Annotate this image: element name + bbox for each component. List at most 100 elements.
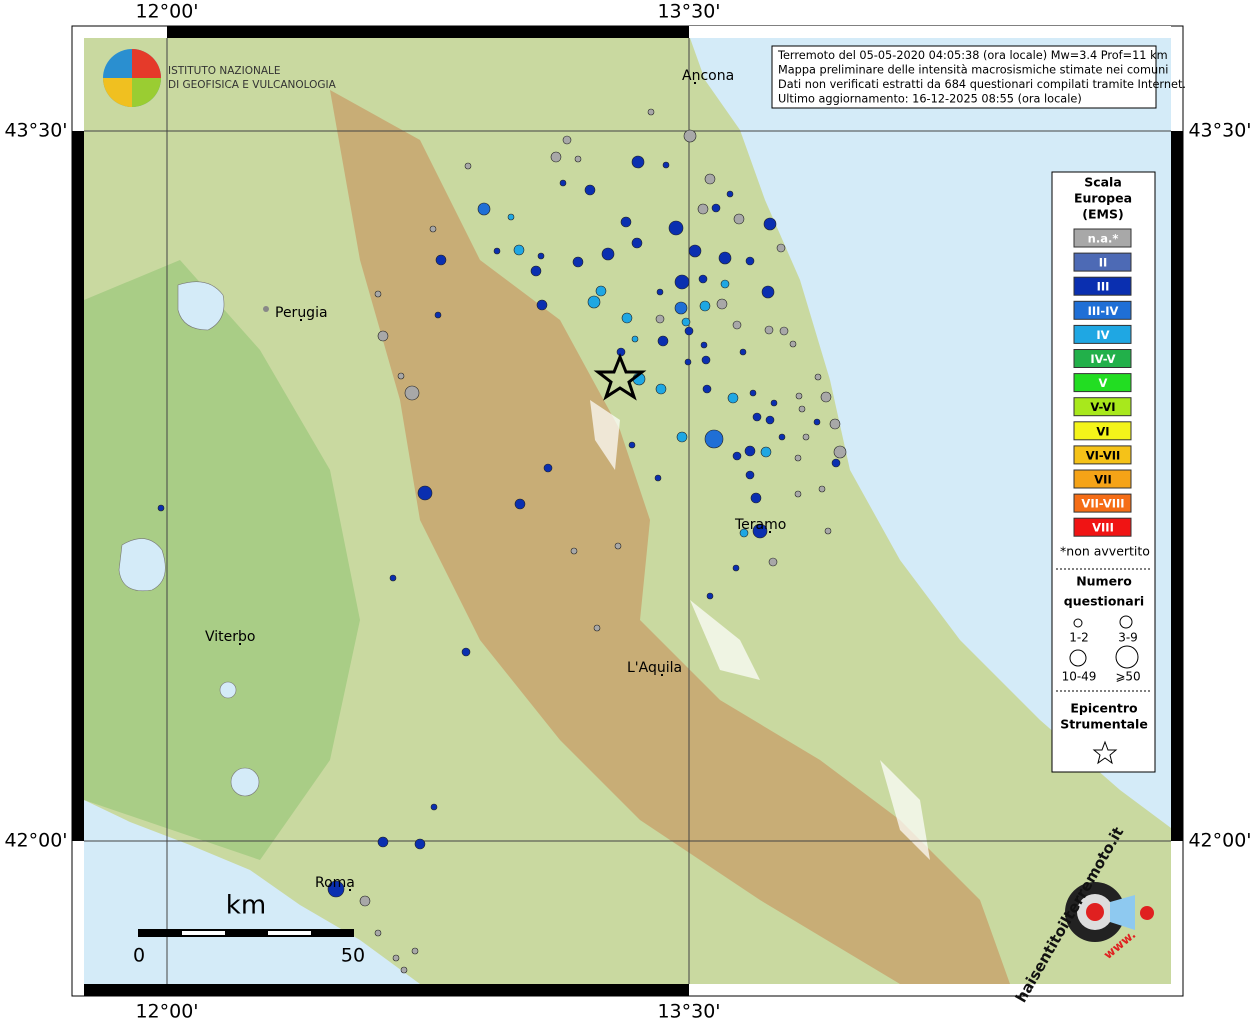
- intensity-dot: [698, 274, 708, 284]
- intensity-dot: [795, 392, 803, 400]
- intensity-dot: [359, 895, 371, 907]
- intensity-dot: [699, 300, 711, 312]
- place-name: Viterbo: [205, 629, 255, 645]
- intensity-dot: [704, 429, 724, 449]
- intensity-dot: [750, 492, 762, 504]
- legend-label: n.a.*: [1088, 232, 1119, 246]
- intensity-dot: [763, 217, 777, 231]
- place-name: Teramo: [734, 517, 786, 533]
- intensity-dot: [392, 954, 400, 962]
- legend-label: VI: [1096, 424, 1109, 438]
- intensity-dot: [414, 838, 426, 850]
- legend-label: VII-VIII: [1081, 497, 1124, 511]
- intensity-dot: [674, 301, 688, 315]
- intensity-dot: [688, 244, 702, 258]
- intensity-dot: [631, 237, 643, 249]
- intensity-dot: [684, 358, 692, 366]
- intensity-dot: [537, 252, 545, 260]
- legend-label: II: [1099, 256, 1108, 270]
- bottom-label: 12°00': [135, 1001, 198, 1023]
- intensity-dot: [550, 151, 562, 163]
- place-name: Roma: [315, 875, 355, 891]
- top-label: 12°00': [135, 1, 198, 23]
- intensity-dot: [595, 285, 607, 297]
- badge: [1065, 882, 1154, 942]
- intensity-dot: [831, 458, 841, 468]
- intensity-dot: [404, 385, 420, 401]
- intensity-dot: [601, 247, 615, 261]
- place-name: Ancona: [682, 68, 734, 84]
- intensity-dot: [513, 244, 525, 256]
- intensity-dot: [464, 162, 472, 170]
- epicenter: [593, 352, 647, 401]
- mountains: [330, 90, 1010, 984]
- intensity-dot: [706, 592, 714, 600]
- legend-title: Europea: [1074, 191, 1132, 206]
- intensity-dot: [770, 399, 778, 407]
- intensity-dot: [716, 298, 728, 310]
- intensity-dot: [631, 335, 639, 343]
- intensity-dot: [587, 295, 601, 309]
- legend-label: VIII: [1092, 521, 1114, 535]
- info-line: Mappa preliminare delle intensità macros…: [778, 64, 1168, 77]
- legend-swatch: [1073, 421, 1132, 441]
- intensity-dot: [628, 441, 636, 449]
- size-label: 3-9: [1118, 631, 1138, 645]
- intensity-dot: [814, 373, 822, 381]
- size-label: 10-49: [1062, 670, 1097, 684]
- legend-label: VII: [1094, 473, 1111, 487]
- legend-swatch: [1073, 469, 1132, 489]
- legend-title: Scala: [1084, 175, 1122, 190]
- logo-text: ISTITUTO NAZIONALE: [168, 65, 281, 77]
- right-label: 43°30': [1188, 120, 1251, 142]
- graticule: [84, 38, 1171, 984]
- intensity-dot: [417, 485, 433, 501]
- place-marker: [661, 674, 663, 676]
- intensity-dot: [732, 320, 742, 330]
- intensity-dot: [779, 326, 789, 336]
- intensity-dot: [620, 216, 632, 228]
- intensity-dot: [530, 265, 542, 277]
- intensity-dot: [654, 474, 662, 482]
- intensity-dot: [778, 433, 786, 441]
- intensity-dot: [435, 254, 447, 266]
- intensity-dot: [574, 155, 582, 163]
- intensity-dot: [389, 574, 397, 582]
- intensity-dot: [477, 202, 491, 216]
- intensity-dot: [764, 325, 774, 335]
- intensity-dot: [514, 498, 526, 510]
- legend-title: Strumentale: [1060, 717, 1148, 732]
- intensity-dot: [726, 190, 734, 198]
- intensity-dot: [749, 389, 757, 397]
- intensity-dot: [704, 173, 716, 185]
- intensity-dot: [327, 880, 345, 898]
- info-box: [771, 45, 1157, 109]
- legend-title: questionari: [1064, 594, 1144, 609]
- legend-label: III: [1097, 280, 1110, 294]
- intensity-dot: [374, 929, 382, 937]
- lowland: [84, 260, 360, 860]
- intensity-dot: [768, 557, 778, 567]
- place-marker: [239, 643, 241, 645]
- size-label: ⩾50: [1115, 670, 1140, 684]
- legend-label: VI-VII: [1086, 448, 1121, 462]
- legend-title: (EMS): [1082, 207, 1123, 222]
- info-line: Ultimo aggiornamento: 16-12-2025 08:55 (…: [778, 93, 1082, 106]
- intensity-dot: [584, 184, 596, 196]
- info-line: Dati non verificati estratti da 684 ques…: [778, 78, 1186, 91]
- scale-unit: km: [226, 891, 266, 921]
- legend-label: V-VI: [1090, 400, 1115, 414]
- intensity-dot: [824, 527, 832, 535]
- intensity-dot: [733, 213, 745, 225]
- legend-swatch: [1073, 252, 1132, 272]
- intensity-dot: [593, 624, 601, 632]
- intensity-dot: [657, 335, 669, 347]
- intensity-dot: [461, 647, 471, 657]
- intensity-dot: [794, 454, 802, 462]
- intensity-dot: [655, 314, 665, 324]
- intensity-dot: [829, 418, 841, 430]
- intensity-dot: [614, 542, 622, 550]
- intensity-dot: [434, 311, 442, 319]
- top-label: 13°30': [657, 1, 720, 23]
